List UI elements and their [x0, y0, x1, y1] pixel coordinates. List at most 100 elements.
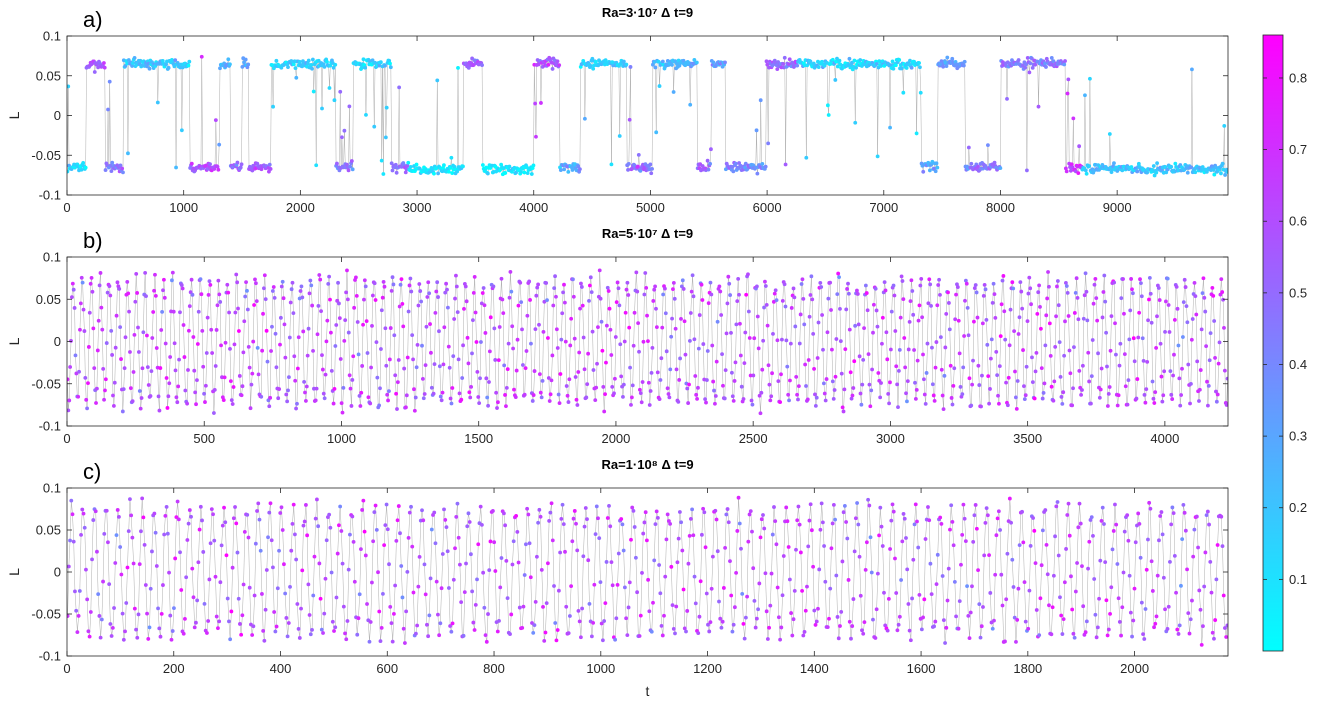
- data-point: [874, 308, 879, 313]
- data-point: [1144, 387, 1149, 392]
- data-point: [1207, 522, 1211, 527]
- data-point: [318, 277, 323, 282]
- data-point: [762, 305, 766, 310]
- data-point: [989, 337, 994, 342]
- data-point: [1093, 277, 1098, 281]
- data-point: [93, 509, 98, 514]
- data-point: [865, 308, 870, 313]
- x-tick-label: 1800: [1013, 661, 1042, 676]
- data-point: [598, 580, 603, 585]
- data-point: [180, 65, 185, 70]
- data-point: [984, 506, 989, 511]
- data-point: [242, 529, 247, 534]
- data-point: [768, 603, 773, 608]
- data-point: [322, 611, 327, 616]
- data-point: [808, 293, 813, 297]
- data-point: [77, 369, 81, 374]
- data-point: [913, 396, 918, 401]
- data-point: [1003, 639, 1007, 644]
- data-point: [445, 287, 449, 292]
- x-tick-label: 9000: [1103, 200, 1132, 215]
- data-point: [347, 104, 352, 109]
- data-point: [86, 381, 90, 385]
- data-point: [921, 169, 926, 174]
- data-point: [437, 364, 442, 369]
- data-point: [485, 171, 490, 176]
- data-point: [764, 59, 769, 64]
- data-point: [1058, 374, 1063, 379]
- data-point: [971, 358, 975, 363]
- data-point: [692, 58, 697, 62]
- data-point: [97, 614, 102, 618]
- data-point: [259, 167, 264, 172]
- data-point: [122, 366, 127, 371]
- data-point: [813, 623, 818, 627]
- data-point: [349, 404, 354, 408]
- data-point: [536, 62, 541, 67]
- y-tick-label: 0: [54, 108, 61, 123]
- data-point: [879, 381, 883, 385]
- data-point: [493, 569, 498, 573]
- data-point: [480, 291, 485, 295]
- data-point: [282, 562, 286, 567]
- data-point: [352, 579, 357, 584]
- data-point: [472, 628, 477, 632]
- data-point: [306, 326, 311, 331]
- data-point: [962, 334, 966, 338]
- y-axis-label: L: [6, 568, 22, 576]
- data-point: [812, 367, 816, 371]
- data-point: [1112, 161, 1116, 166]
- data-point: [869, 388, 874, 393]
- data-point: [644, 285, 649, 290]
- data-point: [821, 347, 825, 352]
- data-point: [351, 354, 356, 359]
- data-point: [1142, 637, 1147, 641]
- data-point: [900, 539, 905, 544]
- data-point: [1026, 626, 1031, 631]
- data-point: [925, 341, 930, 346]
- data-point: [105, 290, 110, 295]
- data-point: [184, 575, 189, 580]
- data-point: [1147, 500, 1152, 505]
- data-point: [1225, 623, 1228, 628]
- y-tick-label: -0.1: [39, 188, 61, 203]
- data-point: [835, 292, 840, 297]
- data-point: [1117, 363, 1122, 368]
- data-point: [902, 336, 907, 340]
- data-point: [333, 625, 338, 630]
- data-point: [891, 66, 896, 71]
- data-point: [915, 358, 920, 363]
- data-point: [358, 404, 363, 408]
- data-point: [123, 335, 128, 340]
- data-point: [657, 563, 662, 567]
- data-point: [388, 326, 393, 330]
- data-point: [557, 588, 561, 593]
- data-point: [1116, 596, 1121, 601]
- data-point: [949, 503, 954, 508]
- data-point: [110, 160, 115, 165]
- data-point: [279, 505, 284, 510]
- data-point: [253, 281, 258, 286]
- data-point: [846, 578, 851, 582]
- data-point: [150, 60, 154, 65]
- data-point: [686, 401, 691, 405]
- data-point: [514, 368, 519, 373]
- data-point: [515, 530, 520, 534]
- colorbar-tick-label: 0.3: [1289, 429, 1307, 444]
- data-point: [379, 308, 384, 313]
- data-point: [1071, 116, 1076, 121]
- data-point: [566, 400, 571, 404]
- data-point: [950, 56, 955, 61]
- data-point: [1149, 559, 1154, 564]
- data-point: [525, 171, 530, 176]
- data-point: [1105, 364, 1109, 369]
- data-point: [468, 395, 473, 400]
- data-point: [906, 602, 911, 606]
- data-point: [976, 363, 981, 368]
- data-point: [1123, 384, 1128, 389]
- data-point: [998, 528, 1002, 532]
- data-point: [237, 329, 241, 333]
- data-point: [798, 312, 803, 317]
- data-point: [499, 276, 504, 281]
- y-tick-label: 0: [54, 565, 61, 580]
